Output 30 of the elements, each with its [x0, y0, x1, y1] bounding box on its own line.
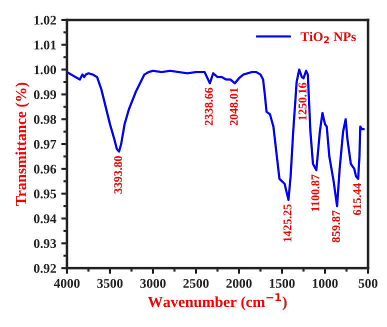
x-tick-label: 2500	[183, 278, 209, 288]
x-tick-label: 2000	[226, 278, 252, 288]
annotation: 615.44	[353, 183, 362, 216]
y-tick-label: 0.94	[34, 214, 56, 224]
legend-label: TiO$_{2}$ NPs	[300, 32, 356, 44]
annotation: 2048.01	[230, 88, 238, 126]
annotation: 1100.87	[311, 174, 320, 212]
y-tick-label: 0.95	[34, 189, 56, 198]
annotation: 2338.66	[204, 88, 213, 126]
y-tick-label: 0.93	[34, 239, 56, 248]
y-axis-title: Transmittance (%)	[15, 82, 30, 206]
y-tick-label: 1.02	[34, 16, 56, 25]
x-tick-label: 1500	[270, 278, 295, 288]
y-tick-label: 0.99	[34, 90, 56, 100]
x-tick-label: 4000	[54, 278, 80, 288]
x-tick-label: 3500	[97, 278, 123, 288]
annotation: 859.87	[332, 210, 340, 242]
y-tick-label: 0.96	[34, 164, 56, 174]
x-axis-title: Wavenumber (cm$^{−1}$)	[148, 293, 287, 310]
y-tick-label: 1.01	[34, 40, 56, 50]
annotation: 3393.80	[114, 156, 122, 194]
x-tick-label: 500	[358, 278, 378, 288]
x-tick-label: 3000	[140, 278, 166, 288]
annotation: 1250.16	[298, 82, 307, 120]
y-tick-label: 0.98	[34, 115, 56, 124]
annotation: 1425.25	[283, 204, 292, 242]
x-tick-label: 1000	[312, 278, 338, 288]
y-tick-label: 0.92	[34, 264, 56, 273]
y-tick-label: 0.97	[34, 140, 56, 149]
y-tick-label: 1.00	[34, 65, 56, 74]
